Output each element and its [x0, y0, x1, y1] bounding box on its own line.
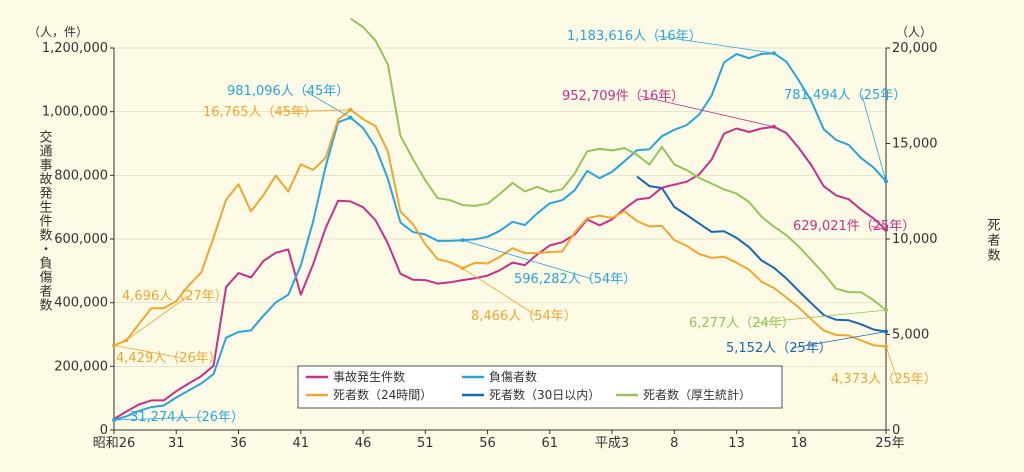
- x-tick-label: 平成3: [595, 436, 629, 451]
- annotation-point: [460, 238, 465, 243]
- x-tick-label: 51: [417, 436, 434, 451]
- left-tick-label: 1,000,000: [42, 105, 108, 120]
- left-tick-label: 1,200,000: [42, 41, 108, 56]
- annotation-label: 4,696人（27年）: [122, 289, 228, 304]
- annotation-leader: [754, 309, 887, 324]
- right-tick-labels: 0 5,000 10,000 15,000 20,000: [886, 41, 938, 438]
- annotation-leader: [861, 94, 887, 182]
- legend-box: [297, 365, 783, 409]
- legend-label: 死者数（厚生統計）: [643, 387, 751, 402]
- annotation-leader: [639, 95, 775, 128]
- x-tick-label: 8: [670, 436, 678, 451]
- annotation-leader: [791, 331, 887, 349]
- right-tick-label: 20,000: [892, 41, 938, 56]
- annotation-label: 4,429人（26年）: [116, 351, 222, 366]
- series-line: [636, 175, 887, 333]
- legend-label: 死者数（24時間）: [333, 387, 432, 402]
- annotation-point: [112, 343, 116, 348]
- x-tick-labels: 昭和26 31 36 41 46 51 56 61 平成3 8 13 18 25年: [93, 430, 905, 451]
- annotation-point: [348, 107, 353, 112]
- right-axis-title: 死者数: [985, 218, 1001, 263]
- annotation-point: [771, 51, 776, 56]
- annotation-point: [884, 227, 888, 232]
- annotation-leader: [462, 267, 538, 317]
- annotation-point: [884, 329, 888, 334]
- annotation-label: 4,373人（25年）: [831, 372, 937, 387]
- annotation-label: 5,152人（25年）: [726, 341, 832, 356]
- annotation-label: 8,466人（54年）: [471, 309, 577, 324]
- right-tick-label: 0: [892, 423, 900, 438]
- left-axis-title: 交通事故発生件数・負傷者数: [37, 129, 53, 312]
- annotation-leader: [113, 416, 203, 421]
- annotation-point: [884, 344, 888, 349]
- annotation-point: [884, 179, 888, 184]
- annotation-label: 781,494人（25年）: [784, 88, 906, 103]
- annotation-label: 6,277人（24年）: [689, 316, 795, 331]
- x-tick-label: 61: [542, 436, 559, 451]
- x-tick-label: 46: [355, 436, 372, 451]
- series-line: [350, 17, 887, 311]
- left-unit-label: （人，件）: [28, 25, 88, 39]
- x-tick-label: 25年: [875, 436, 905, 451]
- x-tick-label: 昭和26: [93, 436, 136, 451]
- annotation-leader: [885, 346, 898, 380]
- annotation-leader: [126, 295, 189, 341]
- left-tick-label: 400,000: [54, 296, 108, 311]
- series-line: [113, 108, 887, 348]
- annotation-leaders: [112, 35, 898, 423]
- left-tick-label: 200,000: [54, 359, 108, 374]
- annotation-point: [112, 418, 116, 423]
- x-tick-label: 36: [230, 436, 247, 451]
- right-tick-label: 5,000: [892, 328, 929, 343]
- annotation-label: 629,021件（25年）: [793, 219, 915, 234]
- annotation-label: 16,765人（45年）: [203, 105, 317, 120]
- left-tick-label: 0: [100, 423, 108, 438]
- annotation-point: [884, 308, 888, 313]
- annotation-label: 952,709件（16年）: [562, 89, 684, 104]
- annotation-label: 596,282人（54年）: [514, 272, 636, 287]
- annotation-point: [348, 115, 353, 120]
- annotation-label: 31,274人（26年）: [130, 410, 244, 425]
- series-lines: [113, 17, 887, 421]
- annotation-point: [460, 266, 465, 271]
- x-tick-label: 18: [791, 436, 808, 451]
- x-tick-label: 13: [728, 436, 745, 451]
- annotation-leader: [113, 345, 183, 359]
- series-line: [113, 52, 887, 421]
- left-tick-labels: 0 200,000 400,000 600,000 800,000 1,000,000 1,…: [42, 41, 114, 438]
- annotation-leader: [870, 225, 887, 231]
- right-unit-label: （人）: [896, 25, 932, 39]
- annotation-leader: [304, 90, 351, 119]
- annotation-label: 981,096人（45年）: [227, 84, 349, 99]
- series-line: [113, 125, 887, 420]
- x-tick-label: 56: [479, 436, 496, 451]
- legend-label: 死者数（30日以内）: [489, 387, 600, 402]
- x-tick-label: 41: [293, 436, 310, 451]
- legend-label: 負傷者数: [489, 369, 537, 384]
- x-tick-label: 31: [168, 436, 185, 451]
- annotation-point: [124, 338, 129, 343]
- annotations: 1,183,616人（16年） 781,494人（25年） 952,709件（16年…: [116, 29, 937, 425]
- right-tick-label: 15,000: [892, 137, 938, 152]
- legend-label: 事故発生件数: [333, 369, 405, 384]
- annotation-label: 1,183,616人（16年）: [567, 29, 702, 44]
- left-tick-label: 800,000: [54, 168, 108, 183]
- annotation-point: [771, 124, 776, 129]
- right-tick-label: 10,000: [892, 232, 938, 247]
- annotation-leader: [274, 109, 351, 113]
- annotation-leader: [656, 35, 774, 54]
- left-tick-label: 600,000: [54, 232, 108, 247]
- annotation-leader: [462, 239, 593, 280]
